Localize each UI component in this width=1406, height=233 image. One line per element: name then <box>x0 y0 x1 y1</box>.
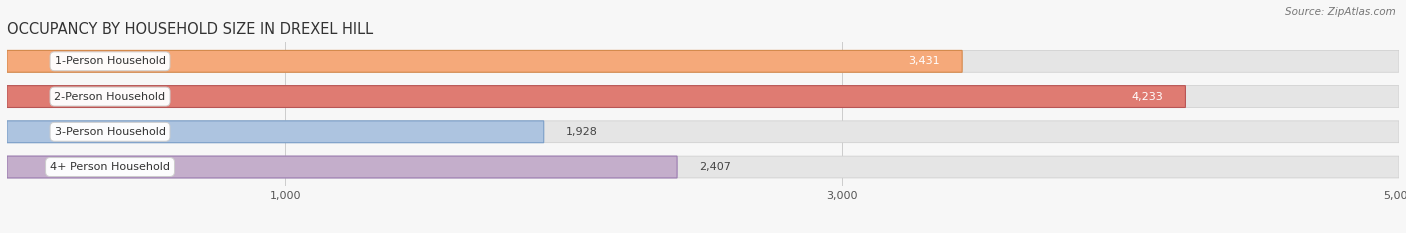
Text: 3-Person Household: 3-Person Household <box>55 127 166 137</box>
Text: Source: ZipAtlas.com: Source: ZipAtlas.com <box>1285 7 1396 17</box>
Text: 4+ Person Household: 4+ Person Household <box>51 162 170 172</box>
Text: 2-Person Household: 2-Person Household <box>55 92 166 102</box>
FancyBboxPatch shape <box>7 121 1399 143</box>
Text: OCCUPANCY BY HOUSEHOLD SIZE IN DREXEL HILL: OCCUPANCY BY HOUSEHOLD SIZE IN DREXEL HI… <box>7 22 373 37</box>
Text: 3,431: 3,431 <box>908 56 939 66</box>
FancyBboxPatch shape <box>7 86 1399 107</box>
FancyBboxPatch shape <box>7 86 1185 107</box>
FancyBboxPatch shape <box>7 156 678 178</box>
Text: 4,233: 4,233 <box>1132 92 1163 102</box>
Text: 1-Person Household: 1-Person Household <box>55 56 166 66</box>
Text: 1,928: 1,928 <box>567 127 598 137</box>
FancyBboxPatch shape <box>7 121 544 143</box>
FancyBboxPatch shape <box>7 50 1399 72</box>
FancyBboxPatch shape <box>7 50 962 72</box>
FancyBboxPatch shape <box>7 156 1399 178</box>
Text: 2,407: 2,407 <box>699 162 731 172</box>
